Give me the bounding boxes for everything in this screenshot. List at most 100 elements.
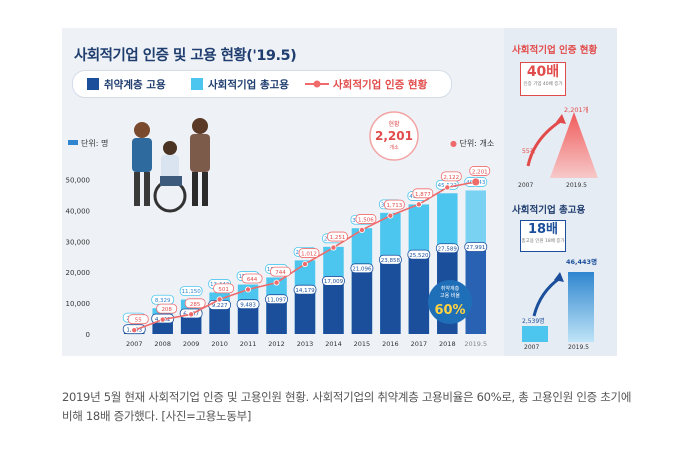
cert-data-label: 55 — [135, 318, 142, 324]
y-left-tick-label: 30,000 — [66, 238, 91, 246]
total-label-pill — [179, 286, 203, 296]
x-tick-label: 2015 — [354, 340, 371, 348]
cert-callout-circle — [369, 111, 419, 161]
y-left-tick-label: 50,000 — [66, 176, 91, 184]
cert-label-pill — [184, 298, 206, 309]
legend-item-total: 사회적기업 총고용 — [191, 77, 289, 92]
x-tick-label: 2018 — [439, 340, 456, 348]
cert-callout-unit: 개소 — [389, 144, 399, 151]
cert-summary-title: 사회적기업 인증 현황 — [512, 45, 598, 56]
cert-label-pill — [127, 314, 149, 325]
ratio-callout-circle — [428, 280, 472, 324]
y-left-tick-label: 10,000 — [66, 300, 91, 308]
vulnerable-data-label: 11,097 — [267, 297, 287, 303]
cert-callout-value: 2,201 — [375, 129, 413, 143]
total-data-label: 8,329 — [155, 298, 171, 304]
x-tick-label: 2019.5 — [464, 340, 487, 348]
cert-label-pill — [469, 166, 491, 176]
cert-data-label: 208 — [161, 307, 172, 313]
bar-vulnerable-employment — [380, 260, 401, 334]
cert-label-pill — [327, 231, 348, 242]
bar-vulnerable-employment — [351, 268, 373, 334]
right-unit-text: 단위: 개소 — [459, 139, 495, 148]
y-left-tick-label: 0 — [86, 331, 90, 339]
vulnerable-data-label: 9,483 — [240, 302, 256, 308]
cert-label-pill — [213, 283, 235, 294]
cert-label-pill — [440, 171, 462, 182]
ratio-callout-label-1: 취약계층 — [441, 285, 460, 292]
cert-data-label: 1,877 — [415, 192, 431, 198]
cert-data-label: 2,201 — [472, 169, 488, 175]
emp-to-value: 46,443명 — [566, 258, 598, 266]
cert-label-pill — [241, 273, 263, 284]
vulnerable-label-pill — [265, 294, 288, 305]
chart-title: 사회적기업 인증 및 고용 현황('19.5) — [74, 48, 297, 64]
vulnerable-data-label: 21,096 — [352, 266, 372, 272]
bar-vulnerable-employment — [465, 247, 487, 334]
cert-data-label: 644 — [247, 277, 258, 283]
legend: 취약계층 고용 사회적기업 총고용 사회적기업 인증 현황 — [72, 70, 452, 98]
cert-note: 인증 기업 40배 증가 — [523, 82, 563, 87]
emp-multiple-box: 18배 총고용 인원 18배 증가 — [520, 220, 566, 252]
x-tick-label: 2014 — [325, 340, 342, 348]
cert-growth-graphic — [526, 112, 598, 178]
cert-data-label: 501 — [218, 287, 229, 293]
bar-vulnerable-employment — [209, 305, 230, 334]
cert-label-pill — [383, 199, 405, 210]
vulnerable-label-pill — [236, 299, 260, 310]
people-illustration — [132, 118, 210, 213]
bar-vulnerable-employment — [266, 299, 287, 334]
bar-vulnerable-employment — [408, 255, 430, 334]
vulnerable-data-label: 14,179 — [295, 288, 315, 294]
emp-multiple: 18배 — [527, 222, 559, 237]
cert-point — [301, 261, 308, 268]
cert-from-value: 55개 — [522, 148, 536, 155]
cert-callout-label: 현황 — [388, 120, 400, 128]
unit-swatch — [68, 140, 78, 145]
vulnerable-label-pill — [378, 254, 402, 265]
cert-year-start: 2007 — [518, 182, 534, 189]
unit-marker-icon: ● — [450, 139, 457, 148]
cert-point — [273, 279, 280, 286]
legend-item-cert: 사회적기업 인증 현황 — [305, 77, 427, 92]
vulnerable-label-pill — [322, 276, 345, 286]
cert-to-value: 2,201개 — [564, 106, 589, 114]
cert-point — [245, 286, 252, 293]
side-summary-panel: 사회적기업 인증 현황 40배 인증 기업 40배 증가 55개 2,201개 … — [504, 28, 617, 356]
x-tick-label: 2008 — [154, 340, 171, 348]
emp-note: 총고용 인원 18배 증가 — [521, 239, 565, 244]
cert-label-pill — [298, 248, 320, 258]
bar-vulnerable-employment — [323, 281, 344, 334]
cert-label-pill — [156, 303, 178, 314]
x-tick-label: 2010 — [211, 340, 228, 348]
bar-vulnerable-employment — [180, 314, 202, 334]
left-unit-text: 단위: 명 — [81, 139, 109, 148]
x-tick-label: 2013 — [297, 340, 314, 348]
cert-point — [330, 244, 337, 251]
ratio-callout-label-2: 고용 비율 — [440, 292, 460, 299]
vulnerable-data-label: 17,009 — [324, 279, 344, 285]
cert-point — [159, 316, 166, 323]
y-left-tick-label: 20,000 — [66, 269, 91, 277]
main-chart-panel: 사회적기업 인증 및 고용 현황('19.5) 취약계층 고용 사회적기업 총고… — [62, 28, 502, 356]
infographic: 사회적기업 인증 및 고용 현황('19.5) 취약계층 고용 사회적기업 총고… — [62, 28, 617, 356]
x-tick-label: 2016 — [382, 340, 399, 348]
photo-caption: 2019년 5월 현재 사회적기업 인증 및 고용인원 현황. 사회적기업의 취… — [62, 390, 632, 423]
vulnerable-data-label: 25,520 — [409, 253, 429, 259]
vulnerable-label-pill — [407, 249, 431, 260]
cert-data-label: 1,012 — [301, 252, 317, 258]
legend-label: 사회적기업 인증 현황 — [333, 79, 428, 91]
vulnerable-label-pill — [435, 243, 459, 254]
employment-summary-title: 사회적기업 총고용 — [512, 205, 586, 216]
cert-point — [358, 226, 365, 233]
vulnerable-label-pill — [350, 263, 374, 274]
cert-point — [444, 184, 451, 191]
emp-year-start: 2007 — [524, 344, 540, 351]
bar-vulnerable-employment — [237, 304, 259, 334]
ratio-callout-value: 60% — [434, 303, 465, 318]
vulnerable-label-pill — [464, 242, 488, 252]
x-tick-label: 2011 — [240, 340, 257, 348]
cert-point — [216, 296, 223, 303]
x-tick-label: 2007 — [126, 340, 143, 348]
cert-year-end: 2019.5 — [566, 182, 587, 189]
